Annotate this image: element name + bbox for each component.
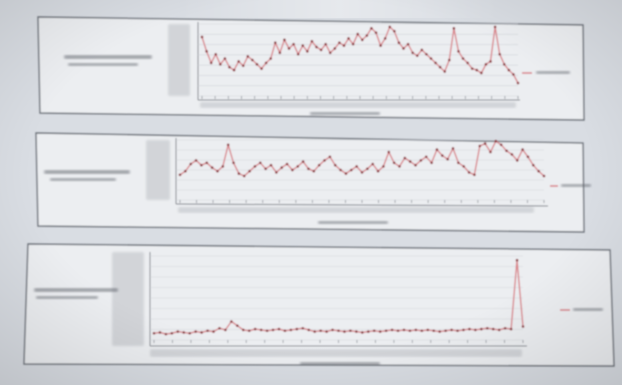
printed-chart-sheet-photo — [0, 0, 622, 385]
photo-vignette — [0, 0, 622, 385]
